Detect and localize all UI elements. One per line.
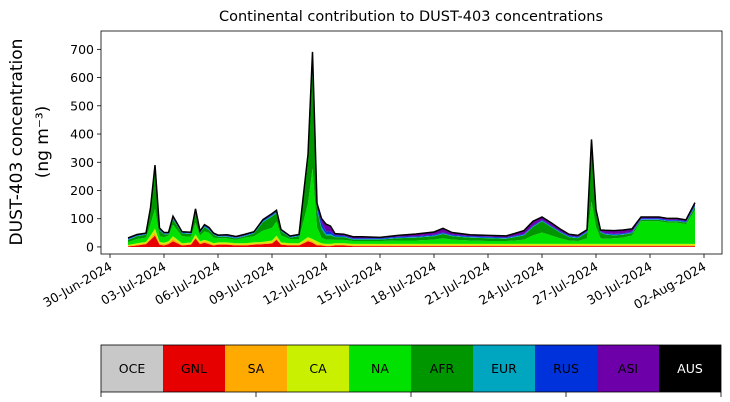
legend-swatch-na: [349, 345, 411, 392]
area-rus: [128, 63, 695, 240]
legend-swatch-sa: [225, 345, 287, 392]
legend-swatch-ca: [287, 345, 349, 392]
area-aus: [128, 51, 695, 238]
area-na: [128, 168, 695, 245]
legend-label-asi: ASI: [618, 361, 638, 376]
legend-swatch-afr: [411, 345, 473, 392]
legend-label-eur: EUR: [491, 361, 517, 376]
legend-swatch-eur: [473, 345, 535, 392]
y-tick-label: 500: [70, 98, 94, 113]
area-asi: [128, 51, 695, 239]
y-tick-label: 100: [70, 211, 94, 226]
legend-label-rus: RUS: [553, 361, 579, 376]
legend-swatch-aus: [659, 345, 721, 392]
area-sa: [128, 232, 695, 247]
y-tick-label: 700: [70, 42, 94, 57]
legend-label-afr: AFR: [430, 361, 455, 376]
legend-swatch-oce: [101, 345, 163, 392]
legend-swatch-gnl: [163, 345, 225, 392]
legend-label-gnl: GNL: [181, 361, 207, 376]
y-tick-label: 400: [70, 127, 94, 142]
legend-swatch-asi: [597, 345, 659, 392]
area-afr: [128, 69, 695, 243]
legend-label-aus: AUS: [677, 361, 703, 376]
area-gnl: [128, 235, 695, 247]
area-ca: [128, 228, 695, 246]
chart-title: Continental contribution to DUST-403 con…: [219, 9, 603, 25]
legend-label-ca: CA: [309, 361, 327, 376]
y-tick-label: 0: [86, 239, 94, 254]
plot-frame: [100, 30, 723, 255]
legend-label-na: NA: [371, 361, 389, 376]
y-axis-label-line1: DUST-403 concentration: [7, 39, 27, 246]
total-line: [127, 51, 696, 239]
y-tick-label: 300: [70, 155, 94, 170]
y-axis-label-line2: (ng m⁻³): [33, 106, 53, 179]
y-tick-label: 200: [70, 183, 94, 198]
area-eur: [128, 67, 695, 240]
area-layers: [128, 51, 695, 247]
legend-swatch-rus: [535, 345, 597, 392]
legend-colorbar: OCE GNL SA CA NA AFR EUR RUS ASI AUS: [100, 344, 722, 397]
y-axis-label: DUST-403 concentration (ng m⁻³): [7, 39, 53, 246]
plot-area: 010020030040050060070030-Jun-202403-Jul-…: [40, 30, 723, 312]
legend-label-sa: SA: [248, 361, 265, 376]
y-tick-label: 600: [70, 70, 94, 85]
legend-label-oce: OCE: [119, 361, 146, 376]
